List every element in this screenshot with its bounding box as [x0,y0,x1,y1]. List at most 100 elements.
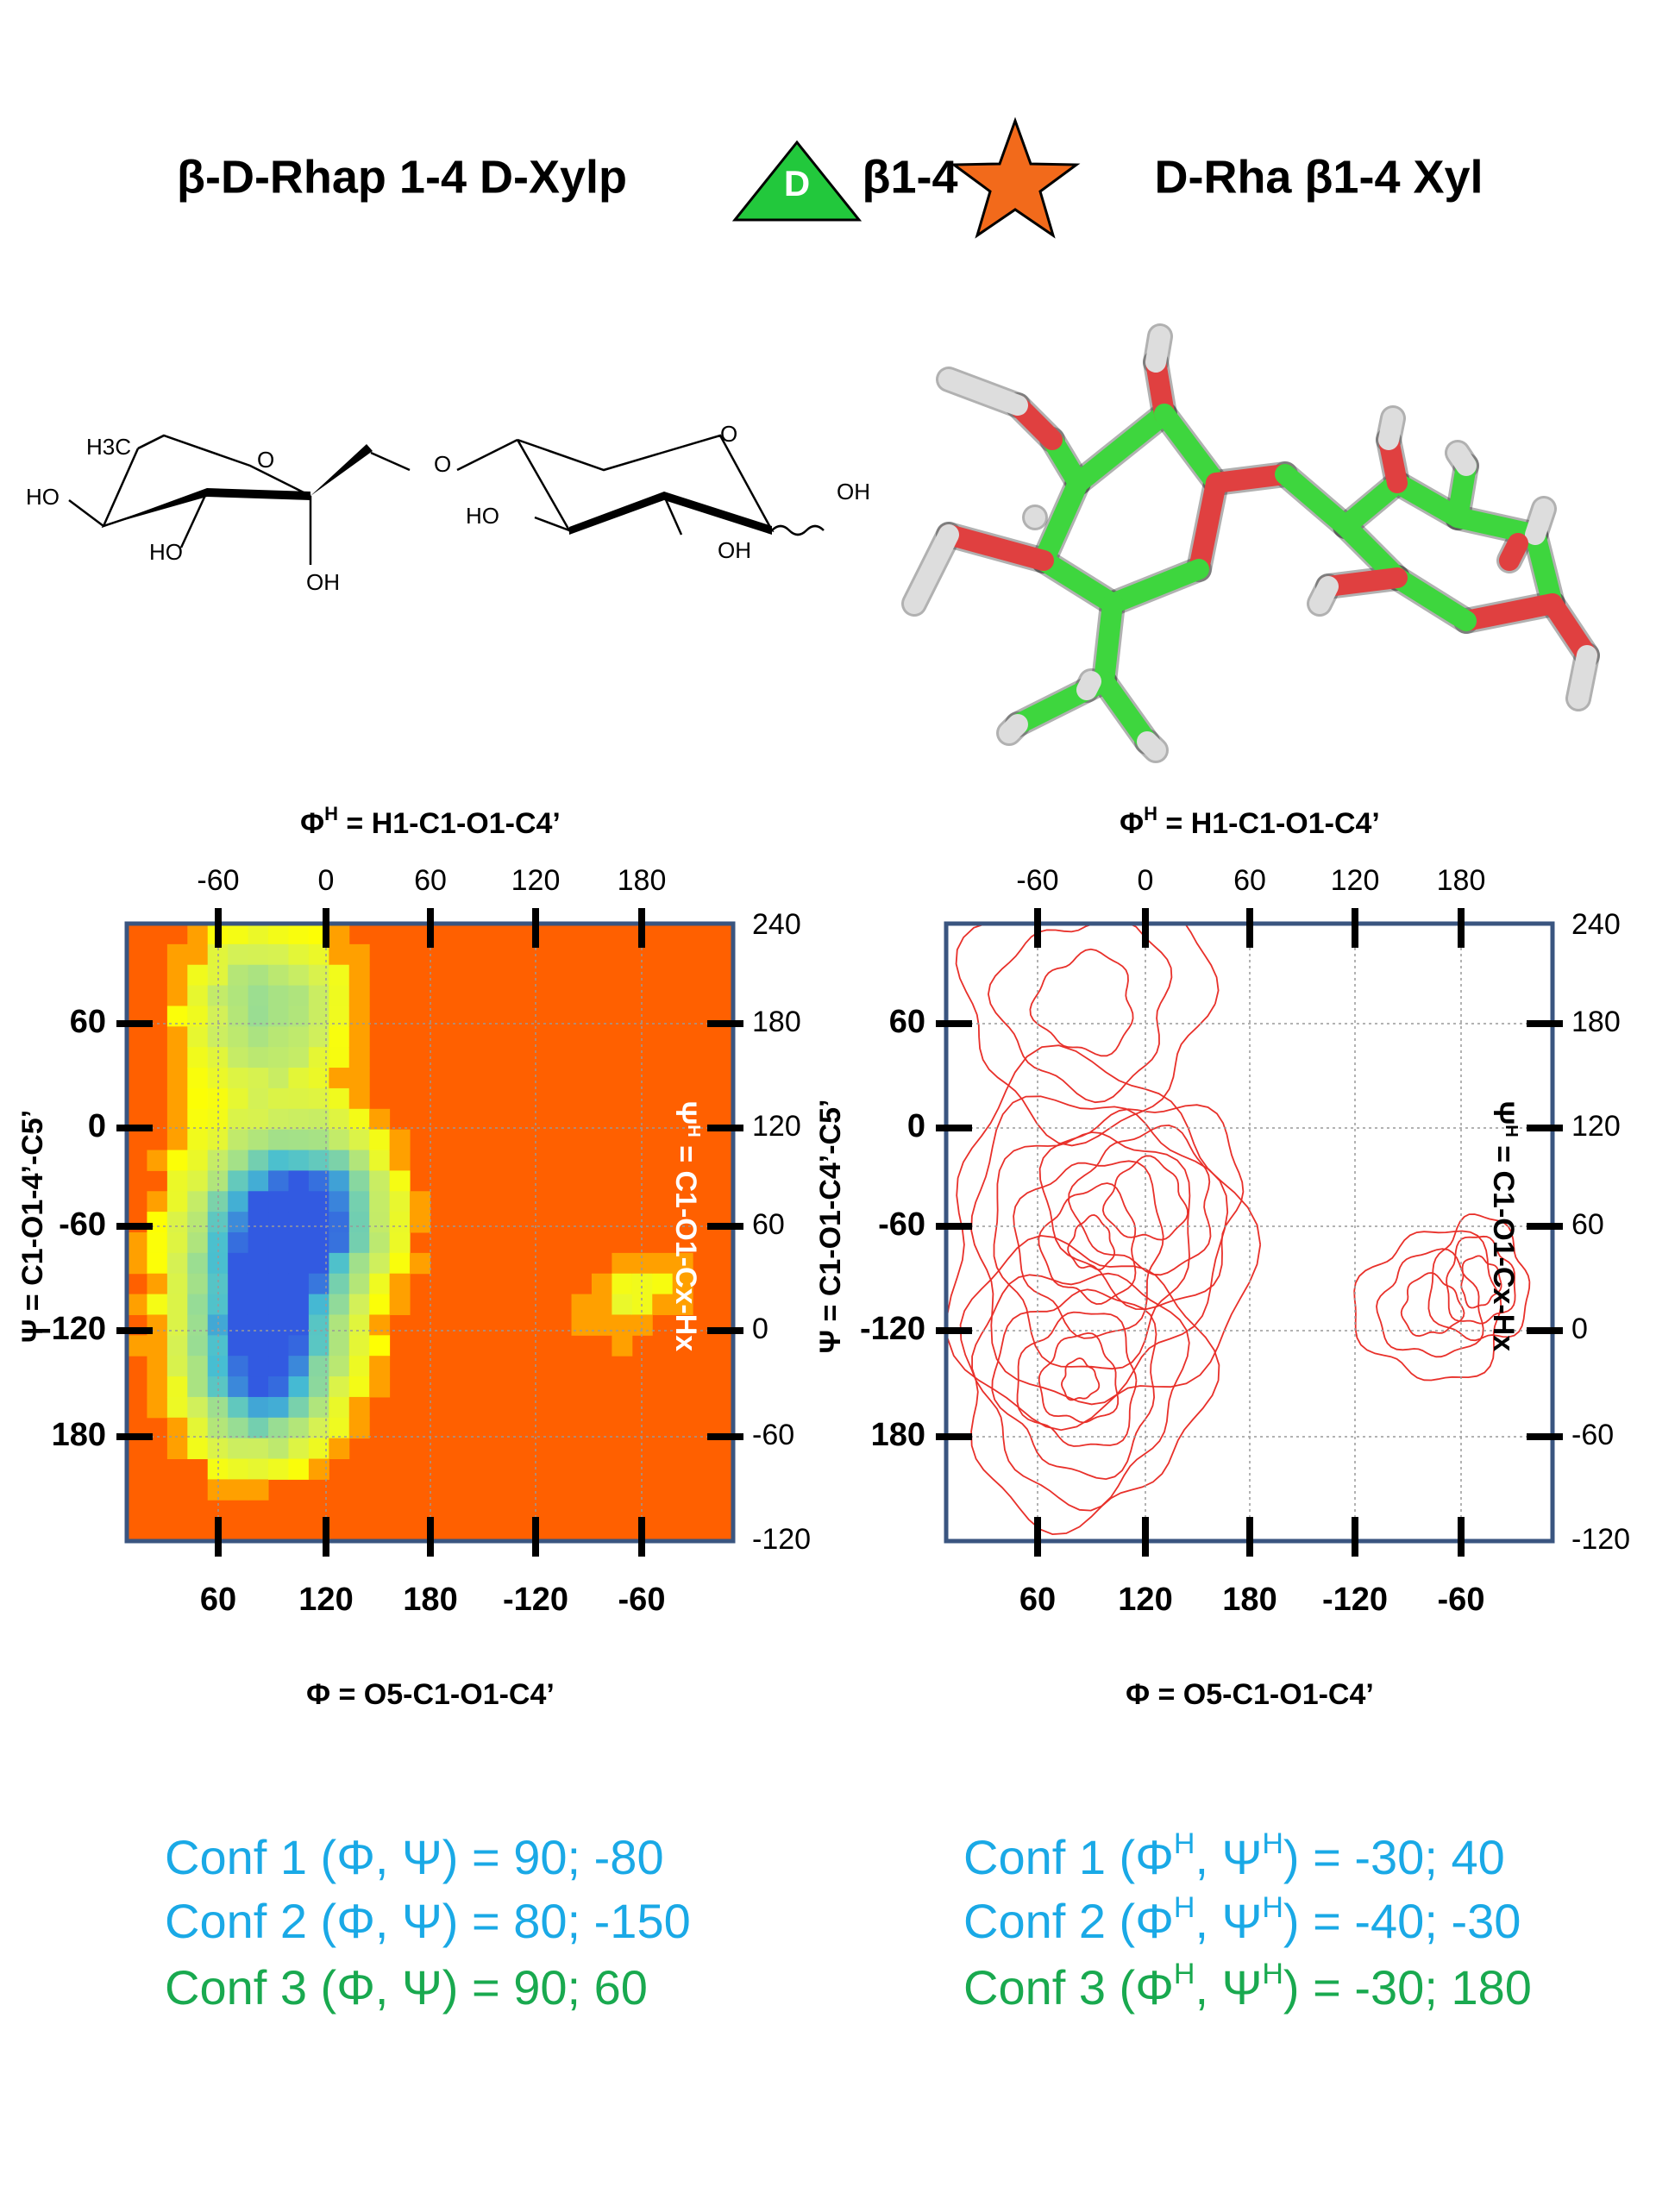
heatmap-cell [288,964,310,987]
heatmap-cell [288,943,310,966]
heatmap-cell [166,1047,188,1068]
bond [1525,524,1563,614]
bond [1447,507,1546,545]
heatmap-cell [268,1294,289,1315]
heatmap-cell [369,1129,391,1151]
heatmap-cell [348,1129,370,1151]
heatmap-cell [166,1108,188,1131]
top-tick-label: 0 [1138,864,1154,897]
heatmap-cell [268,924,289,945]
contour [1376,1248,1484,1358]
heatmap-cell [207,1438,229,1460]
heatmap-cell [228,1438,249,1460]
chem-label: OH [837,479,870,504]
heatmap-cell [268,1129,289,1151]
symbol: Φ [300,807,324,840]
heatmap-cell [288,1129,310,1151]
heatmap-cell [329,985,350,1006]
heatmap-cell [248,1026,269,1048]
heatmap-cell [308,1417,329,1439]
contour [1101,1155,1189,1241]
top-axis-label: ΦH = H1-C1-O1-C4’ [300,803,561,840]
heatmap-cell [348,1417,370,1439]
heatmap-cell [147,1294,168,1315]
heatmap-cell [147,1356,168,1377]
heatmap-cell [268,943,289,966]
heatmap-cell [268,1396,289,1419]
heatmap-cell [187,943,209,966]
right-title: D-Rha β1-4 Xyl [1154,151,1483,203]
heatmap-cell [268,1356,289,1377]
heatmap-cell [329,1335,350,1357]
heatmap-cell [187,1068,209,1089]
heatmap-cell [288,1191,310,1213]
heatmap-cell [166,1068,188,1089]
heatmap-cell [571,1294,593,1315]
heatmap-cell [329,1191,350,1213]
conf-text: , Ψ [1195,1960,1262,2015]
bond [1068,404,1175,493]
heatmap-cell [389,1252,411,1275]
heatmap-cell [228,1212,249,1233]
heatmap-cell [591,1314,612,1336]
contour [1068,1124,1212,1276]
heatmap-cell [187,1438,209,1460]
heatmap-cell [410,1212,430,1233]
heatmap-cell [228,1273,249,1295]
heatmap-cell [207,1170,229,1192]
heatmap-cell [612,1314,633,1336]
heatmap-cell [248,1376,269,1398]
heatmap-cell [166,1191,188,1213]
heatmap-cell [389,1273,411,1295]
heatmap-cell [369,1191,391,1213]
conf-text: Conf 1 (Φ [963,1830,1174,1884]
molecule-3d [901,323,1600,763]
heatmap-cell [288,985,310,1006]
conformations: Conf 1 (Φ, Ψ) = 90; -80 Conf 2 (Φ, Ψ) = 8… [165,1827,1532,2015]
heatmap-cell [288,1150,310,1171]
bottom-tick-label: 60 [1019,1582,1056,1618]
heatmap-cell [288,1273,310,1295]
label-text: = C1-O1-Cx-Hx [669,1137,702,1352]
bottom-tick-label: -60 [618,1582,666,1618]
bond [1206,464,1295,493]
heatmap-cell [207,1232,229,1254]
heatmap-cell [187,1335,209,1357]
heatmap-cell [389,1191,411,1213]
left-axis-label: Ψ = C1-O1-C4’-C5’ [814,1100,847,1354]
right-tick-label: -120 [1571,1523,1630,1556]
plots: -60 60 0 120 60 180 120 -120 180 -60 60 0 -60 -120 180… [16,803,1630,1711]
heatmap-cell [268,1438,289,1460]
heatmap-cell [612,1294,633,1315]
right-axis-label: ΨH = C1-O1-Cx-Hx [1487,1101,1521,1352]
heatmap-cell [248,1212,269,1233]
heatmap-cell [308,1376,329,1398]
bond [1189,473,1226,580]
heatmap-cell [308,1396,329,1419]
conf-text: Conf 3 (Φ, Ψ) = 90; 60 [165,1960,648,2015]
heatmap-cell [348,1087,370,1110]
heatmap-cell [308,1170,329,1192]
heatmap-cell [147,1273,168,1295]
heatmap-cell [308,1273,329,1295]
heatmap-cell [228,924,249,945]
bond [1387,473,1468,528]
heatmap-cell [166,1273,188,1295]
left-tick-label: -60 [59,1206,106,1243]
contour [1446,1235,1516,1325]
contour [1016,1311,1138,1447]
heatmap-cell [248,1294,269,1315]
heatmap-cell [187,1314,209,1336]
symbol: Ψ [669,1101,702,1125]
heatmap-cell [248,1273,269,1295]
heatmap-cell [228,964,249,987]
heatmap-cell [207,1026,229,1048]
heatmap-cell [329,964,350,987]
heatmap-cell [268,1335,289,1357]
bottom-tick-label: -120 [503,1582,568,1618]
superscript: H [1174,1827,1195,1860]
bottom-tick-label: -120 [1322,1582,1388,1618]
bond [1542,593,1597,666]
heatmap-cell [369,1150,391,1171]
